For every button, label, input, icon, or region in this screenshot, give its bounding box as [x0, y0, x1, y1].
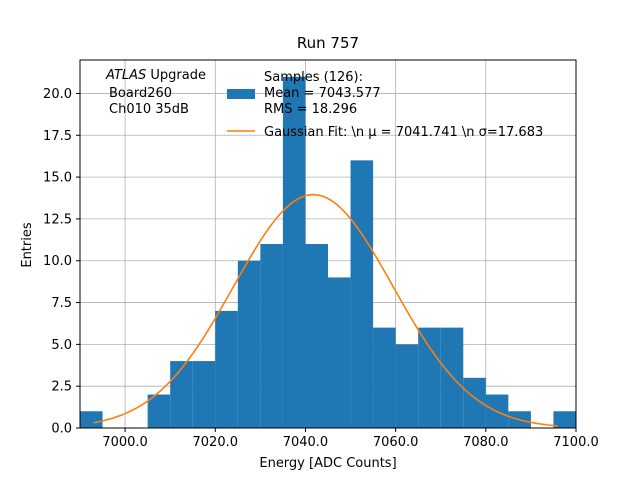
y-tick-label: 5.0 — [51, 338, 72, 353]
histogram-bar — [553, 411, 576, 428]
y-tick-label: 7.5 — [51, 296, 72, 311]
x-tick-label: 7040.0 — [283, 435, 329, 450]
chart-title: Run 757 — [297, 34, 359, 52]
x-tick-label: 7060.0 — [373, 435, 419, 450]
y-axis-label: Entries — [20, 222, 35, 268]
x-tick-label: 7020.0 — [193, 435, 239, 450]
histogram-bar — [440, 327, 464, 428]
atlas-annotation: ATLAS Upgrade Board260 Ch010 35dB — [105, 68, 206, 117]
y-tick-label: 15.0 — [43, 171, 72, 186]
histogram-bar — [328, 277, 351, 428]
gaussian-fit — [93, 193, 559, 427]
legend-swatch-samples — [227, 89, 255, 99]
histogram-bar — [215, 310, 238, 428]
x-tick-label: 7100.0 — [553, 435, 599, 450]
y-tick-label: 17.5 — [43, 129, 72, 144]
histogram-bar — [170, 361, 193, 428]
histogram-bar — [395, 344, 419, 428]
axis-ticks: 7000.0 7020.0 7040.0 7060.0 7080.0 7100.0 0.0 2… — [43, 87, 599, 450]
histogram-bar — [463, 377, 486, 428]
histogram-bar — [418, 327, 441, 428]
x-tick-label: 7080.0 — [463, 435, 509, 450]
legend-samples-line-3: RMS = 18.296 — [264, 102, 357, 117]
histogram-bar — [373, 327, 396, 428]
legend-samples-line-1: Samples (126): — [264, 70, 363, 85]
y-tick-label: 0.0 — [51, 422, 72, 437]
y-tick-label: 12.5 — [43, 212, 72, 227]
plot-frame — [79, 59, 577, 429]
fit-curve — [93, 193, 559, 427]
annotation-line-3: Ch010 35dB — [109, 102, 189, 117]
histogram-bar — [80, 411, 103, 428]
annotation-line-2: Board260 — [109, 86, 172, 101]
histogram-bar — [350, 160, 374, 428]
histogram-bar — [147, 394, 171, 428]
histogram-bar — [192, 361, 216, 428]
x-axis-label: Energy [ADC Counts] — [259, 456, 396, 471]
axes-frame — [79, 59, 577, 429]
legend: Samples (126): Mean = 7043.577 RMS = 18.… — [227, 70, 543, 140]
legend-fit-label: Gaussian Fit: \n μ = 7041.741 \n σ=17.68… — [264, 125, 543, 140]
histogram-bar — [237, 260, 261, 428]
annotation-line-1: ATLAS Upgrade — [105, 68, 206, 83]
y-tick-label: 10.0 — [43, 254, 72, 269]
y-tick-label: 20.0 — [43, 87, 72, 102]
histogram-bar — [305, 244, 328, 428]
legend-samples-line-2: Mean = 7043.577 — [264, 86, 381, 101]
x-tick-label: 7000.0 — [102, 435, 148, 450]
histogram-bar — [282, 76, 306, 429]
histogram-bars — [80, 76, 576, 429]
y-tick-label: 2.5 — [51, 380, 72, 395]
histogram-bar — [260, 244, 283, 428]
